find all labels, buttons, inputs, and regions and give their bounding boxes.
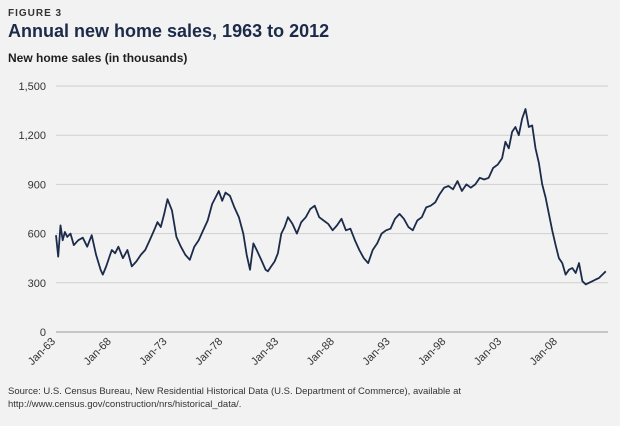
chart-title: Annual new home sales, 1963 to 2012 — [8, 21, 330, 41]
y-tick-label: 1,200 — [18, 130, 46, 142]
y-tick-label: 600 — [28, 229, 46, 241]
x-tick-label: Jan-78 — [193, 336, 225, 368]
x-tick-label: Jan-88 — [305, 336, 337, 368]
figure-label: FIGURE 3 — [8, 8, 63, 19]
x-tick-label: Jan-08 — [528, 336, 560, 368]
y-tick-label: 300 — [28, 278, 46, 290]
grid-lines — [56, 85, 608, 333]
source-note: Source: U.S. Census Bureau, New Resident… — [8, 386, 462, 410]
x-tick-label: Jan-03 — [472, 336, 504, 368]
x-tick-label: Jan-63 — [26, 336, 58, 368]
y-tick-label: 1,500 — [18, 81, 46, 93]
series-group — [55, 108, 607, 286]
x-tick-label: Jan-93 — [360, 336, 392, 368]
series-line — [55, 108, 607, 286]
y-axis-ticks: 0 300 600 900 1,200 1,500 — [18, 81, 46, 339]
x-tick-label: Jan-98 — [416, 336, 448, 368]
y-tick-label: 0 — [40, 327, 46, 339]
x-tick-label: Jan-73 — [137, 336, 169, 368]
y-tick-label: 900 — [28, 179, 46, 191]
y-axis-label: New home sales (in thousands) — [8, 51, 188, 65]
x-axis-ticks: Jan-63 Jan-68 Jan-73 Jan-78 Jan-83 Jan-88 Jan-… — [26, 336, 560, 368]
x-tick-label: Jan-83 — [249, 336, 281, 368]
x-tick-label: Jan-68 — [82, 336, 114, 368]
